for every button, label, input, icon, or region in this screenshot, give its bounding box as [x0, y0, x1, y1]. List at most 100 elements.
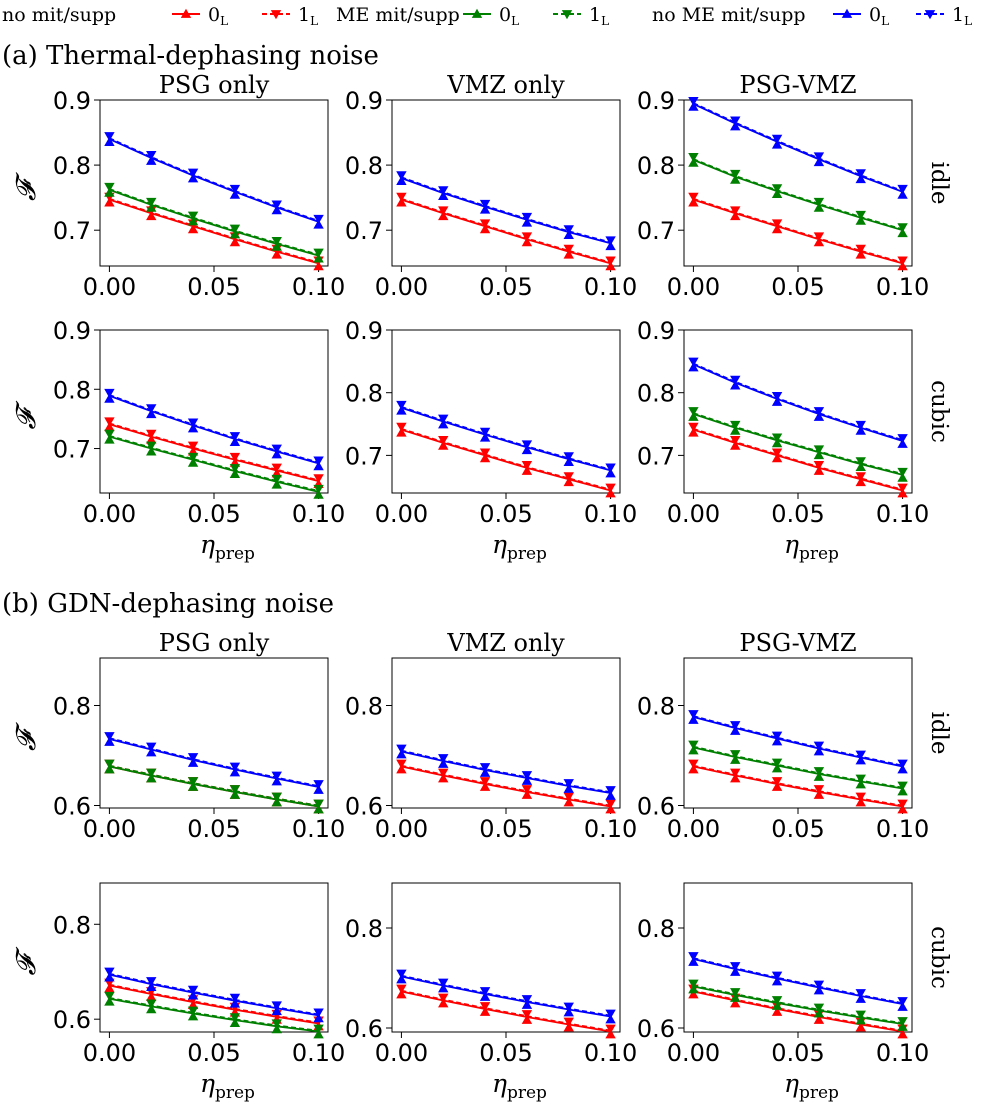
data-point-1L [229, 184, 241, 194]
x-tick-label: 0.05 [771, 1039, 824, 1067]
data-point-0L [229, 767, 241, 777]
data-point-1L [688, 422, 699, 432]
row-label: cubic [926, 380, 952, 443]
data-point-0L [229, 468, 241, 478]
y-tick-label: 0.8 [637, 915, 675, 943]
y-tick-label: 0.6 [345, 793, 383, 821]
data-point-0L [563, 456, 574, 467]
data-point-0L [771, 763, 783, 773]
data-point-0L [271, 241, 282, 251]
data-point-0L [479, 1006, 491, 1016]
data-point-0L [313, 1029, 324, 1039]
data-point-1L [688, 192, 699, 202]
series-no-me-mit-supp [396, 969, 616, 1024]
y-tick-label: 0.8 [345, 915, 383, 943]
data-point-1L [313, 214, 324, 224]
series-line-1L [693, 745, 903, 789]
data-point-0L [813, 1008, 825, 1018]
row-label: cubic [926, 926, 952, 989]
series-no-me-mit-supp [688, 97, 908, 199]
y-tick-label: 0.8 [53, 152, 91, 180]
series-line-1L [109, 422, 319, 481]
x-tick-label: 0.10 [292, 1039, 345, 1067]
data-point-0L [897, 189, 908, 199]
data-point-0L [730, 440, 741, 450]
data-point-1L [855, 472, 866, 482]
data-point-0L [563, 249, 574, 259]
data-point-1L [313, 474, 324, 484]
data-point-1L [313, 799, 324, 809]
data-point-1L [396, 759, 407, 769]
data-point-1L [438, 978, 449, 988]
data-point-0L [813, 237, 825, 247]
data-point-1L [146, 977, 157, 987]
y-tick-label: 0.8 [637, 380, 675, 408]
data-point-0L [521, 999, 533, 1009]
series-no-mit-supp [396, 422, 616, 498]
panel-cubic-vmz-only: 0.00 0.05 0.10 0.6 0.8 ηprep [345, 882, 637, 1103]
series-me-mit-supp [688, 979, 908, 1031]
x-axis-label: ηprep [492, 530, 547, 564]
y-tick-label: 0.7 [345, 217, 383, 245]
series-line-0L [109, 188, 319, 257]
data-point-0L [313, 784, 324, 794]
y-tick-label: 0.7 [637, 442, 675, 470]
y-tick-label: 0.9 [53, 317, 91, 345]
data-point-0L [813, 789, 825, 799]
series-line-1L [401, 406, 611, 471]
x-tick-label: 0.00 [83, 273, 136, 301]
series-line-1L [401, 749, 611, 793]
data-point-1L [605, 236, 616, 246]
legend-entry-label: 1L [952, 4, 972, 28]
data-point-1L [855, 244, 866, 254]
data-point-1L [730, 962, 741, 972]
x-tick-label: 0.00 [667, 1039, 720, 1067]
data-point-0L [229, 1017, 241, 1028]
y-tick-label: 0.9 [637, 87, 675, 115]
series-line-1L [401, 197, 611, 264]
legend-marker [841, 8, 853, 18]
data-point-0L [396, 405, 407, 415]
x-tick-label: 0.05 [479, 815, 532, 843]
series-line-1L [693, 158, 903, 230]
x-tick-label: 0.10 [584, 1039, 637, 1067]
data-point-0L [146, 747, 157, 757]
data-point-0L [187, 224, 199, 234]
data-point-1L [897, 483, 908, 493]
data-point-0L [187, 457, 199, 467]
data-point-1L [146, 197, 157, 208]
panel-idle-vmz-only: 0.00 0.05 0.10 0.6 0.8 VMZ only [345, 629, 637, 843]
data-point-1L [104, 182, 115, 193]
data-point-0L [605, 1029, 616, 1039]
data-point-1L [313, 1008, 324, 1018]
data-point-1L [813, 980, 825, 990]
data-point-0L [104, 422, 115, 432]
data-point-0L [313, 253, 324, 263]
y-tick-label: 0.6 [53, 1006, 91, 1034]
data-point-0L [730, 725, 741, 735]
data-point-1L [813, 197, 825, 208]
data-point-0L [396, 175, 407, 186]
legend-entry-label: 0L [208, 4, 228, 28]
x-tick-label: 0.00 [83, 500, 136, 528]
column-title: PSG-VMZ [739, 629, 856, 657]
data-point-1L [897, 781, 908, 791]
data-point-0L [521, 237, 533, 247]
data-point-0L [187, 173, 199, 183]
data-point-0L [605, 241, 616, 251]
data-point-1L [187, 753, 199, 763]
series-no-me-mit-supp [688, 357, 908, 448]
series-line-1L [693, 984, 903, 1024]
data-point-1L [605, 1024, 616, 1034]
x-tick-label: 0.05 [479, 273, 532, 301]
data-point-0L [313, 219, 324, 229]
column-title: PSG-VMZ [739, 71, 856, 99]
data-point-1L [897, 1017, 908, 1027]
series-line-0L [693, 746, 903, 790]
y-axis-label: 𝓕 [11, 946, 42, 975]
data-point-1L [229, 224, 241, 234]
axes-frame [683, 882, 913, 1033]
data-point-0L [730, 121, 741, 131]
data-point-0L [855, 1015, 866, 1025]
